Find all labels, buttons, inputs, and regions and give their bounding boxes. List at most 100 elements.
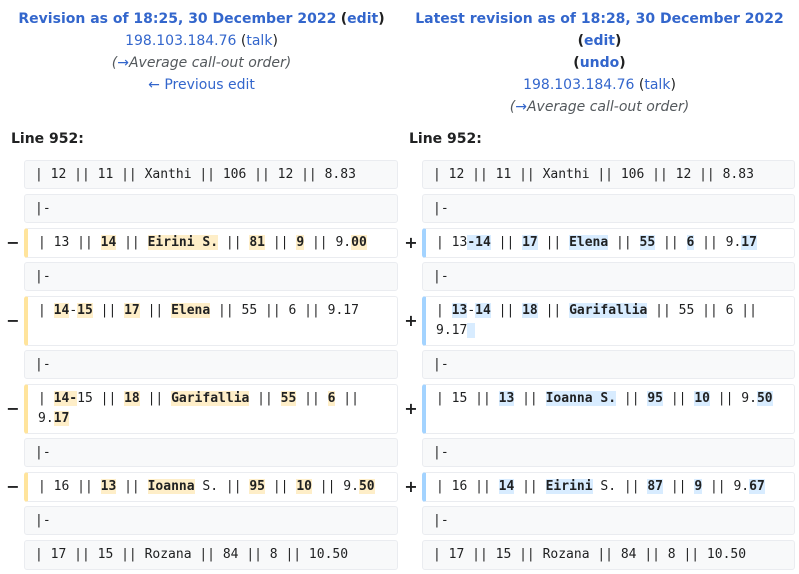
changed-text: 9 bbox=[694, 479, 703, 494]
unchanged-text: || bbox=[116, 479, 148, 494]
new-summary-text: Average call-out order bbox=[526, 99, 684, 115]
added-line-right: | 13-14 || 18 || Garifallia || 55 || 6 |… bbox=[422, 296, 795, 346]
changed-text: 13 bbox=[451, 303, 468, 318]
changed-text: Garifallia bbox=[569, 303, 648, 318]
old-edit-summary: (→Average call-out order) bbox=[111, 55, 292, 71]
changed-text: 17 bbox=[522, 235, 538, 250]
unchanged-text: || bbox=[249, 391, 281, 406]
new-revision-link[interactable]: Latest revision as of 18:28, 30 December… bbox=[415, 11, 784, 27]
old-user-link[interactable]: 198.103.184.76 bbox=[125, 33, 237, 49]
unchanged-text: | 16 || bbox=[38, 479, 101, 494]
unchanged-text: || bbox=[218, 235, 250, 250]
context-line-right: |- bbox=[422, 262, 795, 291]
context-line-right: | 12 || 11 || Xanthi || 106 || 12 || 8.8… bbox=[422, 160, 795, 189]
unchanged-text: || 9. bbox=[304, 235, 352, 250]
deleted-line-left: | 13 || 14 || Eirini S. || 81 || 9 || 9.… bbox=[24, 228, 398, 258]
context-line-left: |- bbox=[24, 350, 398, 379]
unchanged-text: || 9. bbox=[38, 391, 367, 426]
unchanged-text: || bbox=[514, 391, 546, 406]
line-number-right: Line 952: bbox=[409, 131, 482, 147]
unchanged-text: || bbox=[490, 303, 523, 318]
unchanged-text: | bbox=[436, 303, 452, 318]
changed-text: 13 bbox=[100, 479, 117, 494]
unchanged-text: || bbox=[616, 391, 648, 406]
context-line-right: |- bbox=[422, 506, 795, 535]
paren-open: ( bbox=[240, 33, 247, 49]
context-line-left: |- bbox=[24, 194, 398, 223]
unchanged-text: || bbox=[663, 391, 695, 406]
changed-text: 87 bbox=[647, 479, 664, 494]
changed-text: Elena bbox=[569, 235, 609, 250]
plus-marker: + bbox=[404, 399, 418, 418]
unchanged-text: || bbox=[296, 391, 328, 406]
changed-text: 50 bbox=[358, 479, 375, 494]
plus-marker: + bbox=[404, 477, 418, 496]
changed-text: Ioanna bbox=[147, 479, 195, 494]
deleted-line-left: | 16 || 13 || Ioanna S. || 95 || 10 || 9… bbox=[24, 472, 398, 502]
context-line-right: |- bbox=[422, 194, 795, 223]
deleted-line-left: | 14-15 || 18 || Garifallia || 55 || 6 |… bbox=[24, 384, 398, 434]
new-summary-arrow-link[interactable]: → bbox=[515, 99, 527, 115]
old-revision-link[interactable]: Revision as of 18:25, 30 December 2022 bbox=[18, 11, 337, 27]
changed-text: Garifallia bbox=[171, 391, 250, 406]
unchanged-text: || bbox=[139, 391, 172, 406]
plus-marker: + bbox=[404, 233, 418, 252]
unchanged-text: || 9. bbox=[311, 479, 359, 494]
old-summary-arrow-link[interactable]: → bbox=[117, 55, 129, 71]
old-talk-link[interactable]: talk bbox=[246, 33, 273, 49]
changed-text: Eirini S. bbox=[147, 235, 219, 250]
unchanged-text: | bbox=[38, 391, 54, 406]
minus-marker: − bbox=[6, 399, 20, 418]
changed-text: 81 bbox=[249, 235, 266, 250]
unchanged-text: | 13 bbox=[436, 235, 468, 250]
old-edit-link[interactable]: edit bbox=[347, 11, 379, 27]
changed-text: 50 bbox=[756, 391, 773, 406]
changed-text: 14 bbox=[475, 303, 491, 318]
unchanged-text: || 55 || 6 || 9.17 bbox=[436, 303, 765, 338]
changed-text: 14 bbox=[498, 479, 515, 494]
paren-close: ) bbox=[378, 11, 385, 27]
paren-open: ( bbox=[573, 55, 580, 71]
unchanged-text: || 9. bbox=[694, 235, 742, 250]
unchanged-text: || bbox=[139, 303, 172, 318]
changed-text: 55 bbox=[639, 235, 656, 250]
unchanged-text: || bbox=[537, 235, 570, 250]
changed-text: 14- bbox=[53, 391, 78, 406]
context-line-left: |- bbox=[24, 262, 398, 291]
changed-text: 14 bbox=[53, 303, 70, 318]
new-edit-link[interactable]: edit bbox=[583, 33, 615, 49]
new-edit-summary: (→Average call-out order) bbox=[509, 99, 690, 115]
added-line-right: | 13-14 || 17 || Elena || 55 || 6 || 9.1… bbox=[422, 228, 795, 258]
changed-text: 17 bbox=[124, 303, 140, 318]
unchanged-text: - bbox=[69, 303, 78, 318]
changed-text: 17 bbox=[741, 235, 757, 250]
unchanged-text: || bbox=[92, 303, 125, 318]
context-line-right: |- bbox=[422, 350, 795, 379]
new-revision-header: Latest revision as of 18:28, 30 December… bbox=[400, 8, 799, 118]
paren-close: ) bbox=[615, 33, 622, 49]
minus-marker: − bbox=[6, 233, 20, 252]
changed-text: Ioanna S. bbox=[545, 391, 617, 406]
paren-close: ) bbox=[272, 33, 278, 49]
changed-text: 67 bbox=[749, 479, 765, 494]
unchanged-text: || bbox=[655, 235, 687, 250]
unchanged-text: || 55 || 6 || 9.17 bbox=[210, 303, 359, 318]
plus-marker: + bbox=[404, 311, 418, 330]
unchanged-text: S. || bbox=[592, 479, 648, 494]
unchanged-text: || 9. bbox=[709, 391, 757, 406]
new-talk-link[interactable]: talk bbox=[644, 77, 671, 93]
previous-edit-link[interactable]: ← Previous edit bbox=[148, 77, 255, 93]
new-user-link[interactable]: 198.103.184.76 bbox=[523, 77, 635, 93]
undo-link[interactable]: undo bbox=[579, 55, 620, 71]
changed-text: 10 bbox=[296, 479, 312, 494]
changed-text: Eirini bbox=[545, 479, 593, 494]
paren-open: ( bbox=[638, 77, 645, 93]
context-line-right: |- bbox=[422, 438, 795, 467]
unchanged-text: 15 || bbox=[77, 391, 125, 406]
minus-marker: − bbox=[6, 311, 20, 330]
unchanged-text: || bbox=[116, 235, 148, 250]
unchanged-text: | 16 || bbox=[436, 479, 499, 494]
unchanged-text: | 13 || bbox=[38, 235, 101, 250]
context-line-right: | 17 || 15 || Rozana || 84 || 8 || 10.50 bbox=[422, 540, 795, 570]
line-number-left: Line 952: bbox=[11, 131, 84, 147]
